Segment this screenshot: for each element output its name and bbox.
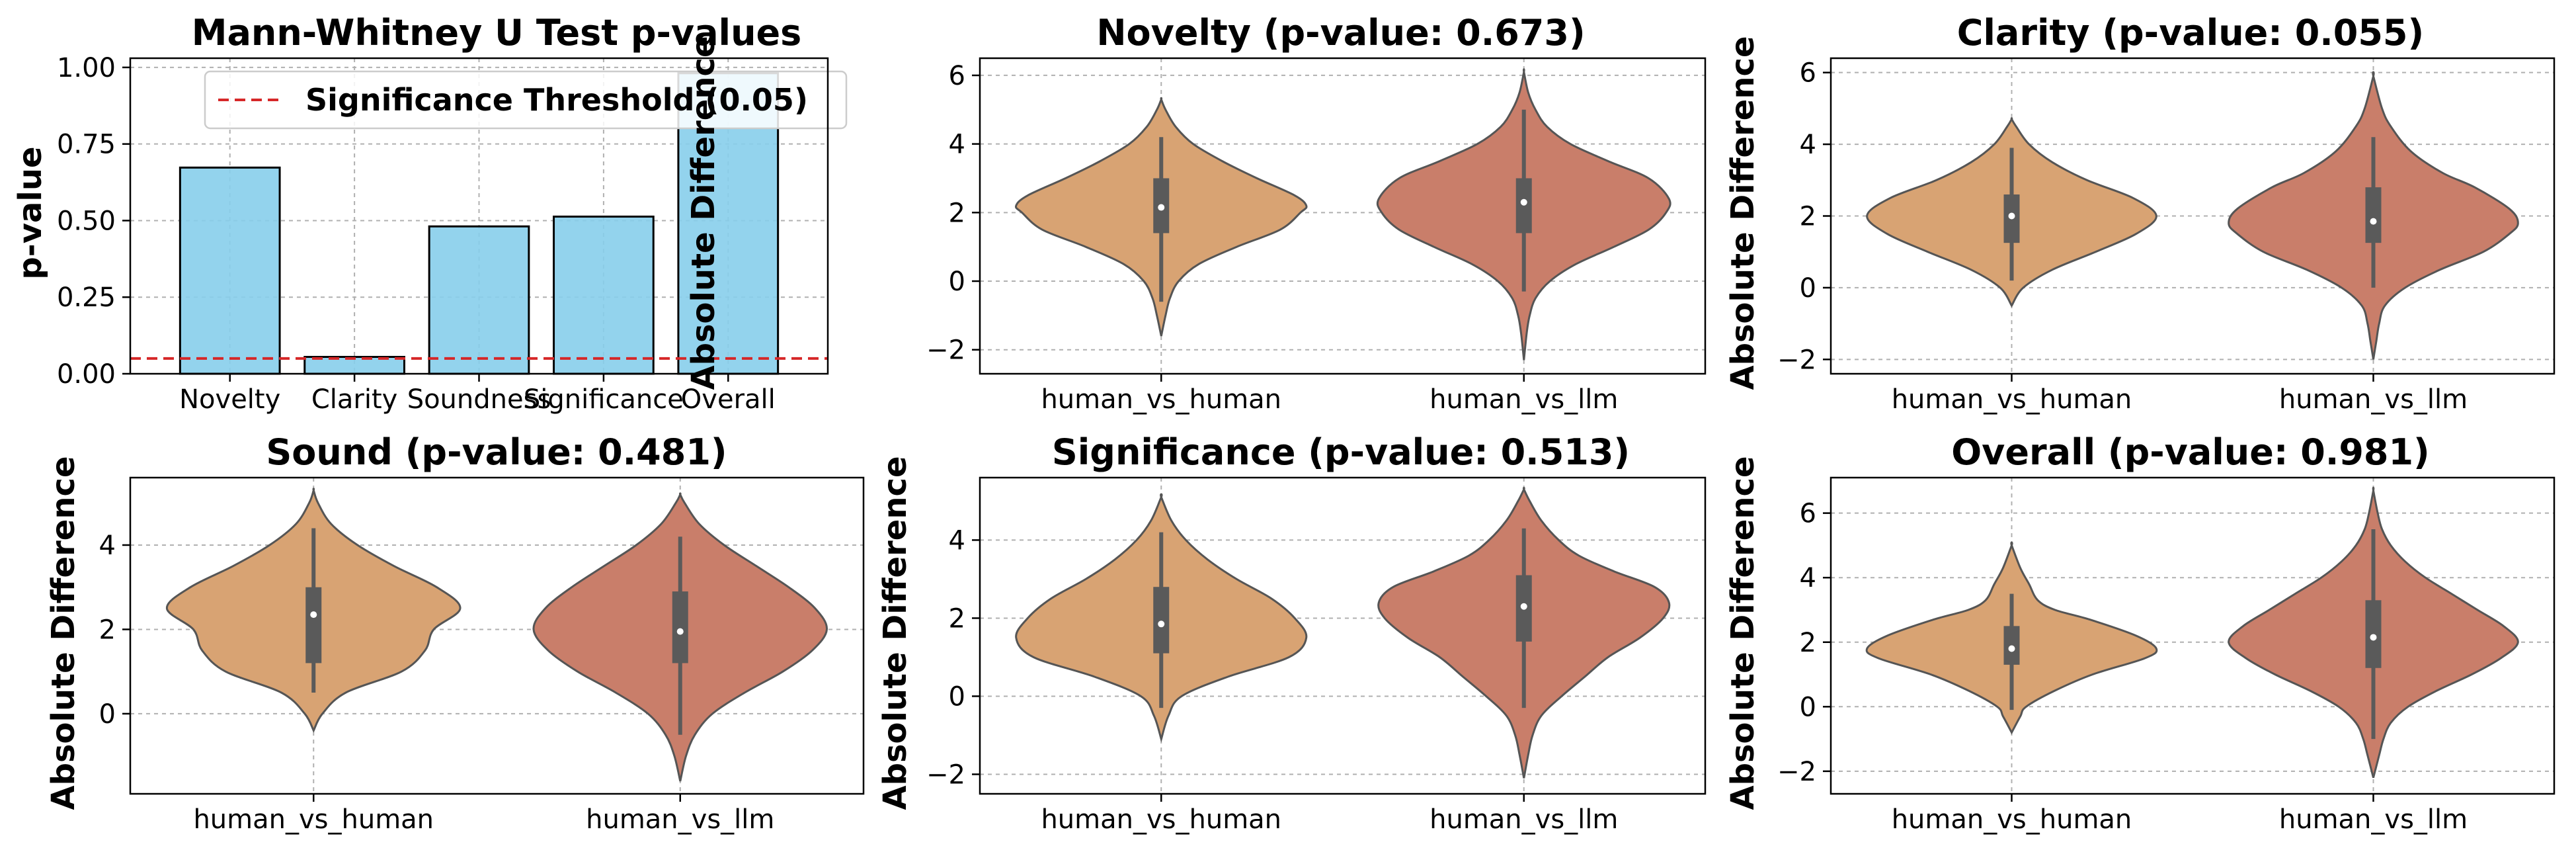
median-marker — [1158, 204, 1165, 211]
y-tick-label: 0 — [949, 681, 965, 712]
y-tick-label: 2 — [99, 615, 116, 645]
y-tick-label: 2 — [949, 603, 965, 634]
panel-title: Significance (p-value: 0.513) — [1052, 431, 1630, 473]
y-tick-label: 2 — [1800, 202, 1816, 232]
panel-significance: Significance (p-value: 0.513) Absolute D… — [877, 431, 1707, 835]
panel-title: Clarity (p-value: 0.055) — [1957, 12, 2424, 54]
y-tick-label: 0.00 — [57, 359, 116, 390]
x-tick-label: Novelty — [179, 384, 280, 415]
y-tick-label: 0 — [1800, 692, 1816, 722]
y-tick-label: 6 — [1800, 499, 1816, 529]
bar-significance — [553, 215, 655, 375]
x-tick-label: human_vs_llm — [1429, 804, 1618, 835]
x-tick-label: human_vs_human — [1892, 384, 2132, 415]
median-marker — [1520, 603, 1527, 610]
panel-title: Sound (p-value: 0.481) — [266, 431, 727, 473]
panel-overall: Overall (p-value: 0.981) Absolute Differ… — [1724, 431, 2556, 835]
bar-soundness — [428, 225, 530, 375]
median-marker — [310, 611, 317, 619]
x-tick-label: human_vs_llm — [586, 804, 774, 835]
plot-frame — [1830, 476, 2556, 795]
x-tick-label: human_vs_human — [1041, 804, 1281, 835]
y-axis-label: Absolute Difference — [1724, 36, 1761, 390]
y-tick-label: 4 — [949, 130, 965, 160]
y-tick-label: 0 — [1800, 273, 1816, 304]
y-axis-label: Absolute Difference — [45, 456, 82, 810]
median-marker — [676, 628, 684, 635]
median-marker — [1520, 198, 1527, 206]
y-axis-label: Absolute Difference — [685, 36, 722, 390]
y-tick-label: 6 — [949, 61, 965, 91]
x-tick-label: Overall — [681, 384, 776, 415]
y-tick-label: 0 — [949, 267, 965, 297]
x-tick-label: Clarity — [311, 384, 397, 415]
y-tick-label: 4 — [1800, 563, 1816, 593]
iqr-box — [672, 591, 688, 663]
iqr-box — [2365, 187, 2382, 243]
panel-novelty: Novelty (p-value: 0.673) Absolute Differ… — [685, 12, 1707, 415]
legend-label: Significance Threshold (0.05) — [305, 82, 808, 118]
median-marker — [1158, 621, 1165, 628]
y-tick-label: 4 — [99, 531, 116, 561]
x-tick-label: human_vs_human — [1041, 384, 1281, 415]
x-tick-label: Significance — [524, 384, 684, 415]
iqr-box — [1153, 587, 1170, 654]
x-tick-label: human_vs_llm — [2279, 804, 2468, 835]
y-tick-label: 1.00 — [57, 53, 116, 83]
x-tick-label: human_vs_human — [193, 804, 434, 835]
plot-frame — [979, 476, 1707, 795]
y-axis-label: Absolute Difference — [1724, 456, 1761, 810]
plot-frame — [129, 476, 865, 795]
panel-title: Novelty (p-value: 0.673) — [1096, 12, 1585, 54]
y-axis-label: p-value — [12, 146, 49, 279]
panel-sound: Sound (p-value: 0.481) Absolute Differen… — [45, 431, 865, 835]
legend-frame — [204, 70, 848, 130]
panel-title: Overall (p-value: 0.981) — [1951, 431, 2429, 473]
panel-pvalues: Mann-Whitney U Test p-values p-value Sig… — [12, 12, 848, 415]
y-tick-label: 4 — [949, 525, 965, 556]
x-tick-label: human_vs_llm — [2279, 384, 2468, 415]
y-tick-label: −2 — [926, 335, 965, 366]
x-tick-label: Soundness — [407, 384, 551, 415]
legend: Significance Threshold (0.05) — [204, 70, 848, 130]
x-tick-label: human_vs_human — [1892, 804, 2132, 835]
y-tick-label: −2 — [926, 759, 965, 790]
iqr-box — [1515, 178, 1532, 234]
y-tick-label: −2 — [1777, 345, 1816, 375]
y-tick-label: −2 — [1777, 757, 1816, 787]
panel-clarity: Clarity (p-value: 0.055) Absolute Differ… — [1724, 12, 2556, 415]
y-tick-label: 0.50 — [57, 206, 116, 236]
median-marker — [2370, 634, 2377, 641]
y-tick-label: 0.75 — [57, 130, 116, 160]
y-tick-label: 0.25 — [57, 282, 116, 313]
median-marker — [2008, 212, 2015, 220]
panel-title: Mann-Whitney U Test p-values — [192, 12, 802, 54]
y-tick-label: 0 — [99, 699, 116, 730]
y-tick-label: 4 — [1800, 130, 1816, 160]
y-tick-label: 2 — [949, 198, 965, 228]
y-tick-label: 6 — [1800, 58, 1816, 89]
median-marker — [2370, 218, 2377, 225]
median-marker — [2008, 645, 2015, 652]
y-axis-label: Absolute Difference — [877, 456, 914, 810]
bar-novelty — [179, 166, 281, 375]
plot-frame — [979, 57, 1707, 375]
y-tick-label: 2 — [1800, 628, 1816, 658]
x-tick-label: human_vs_llm — [1429, 384, 1618, 415]
iqr-box — [305, 587, 322, 663]
